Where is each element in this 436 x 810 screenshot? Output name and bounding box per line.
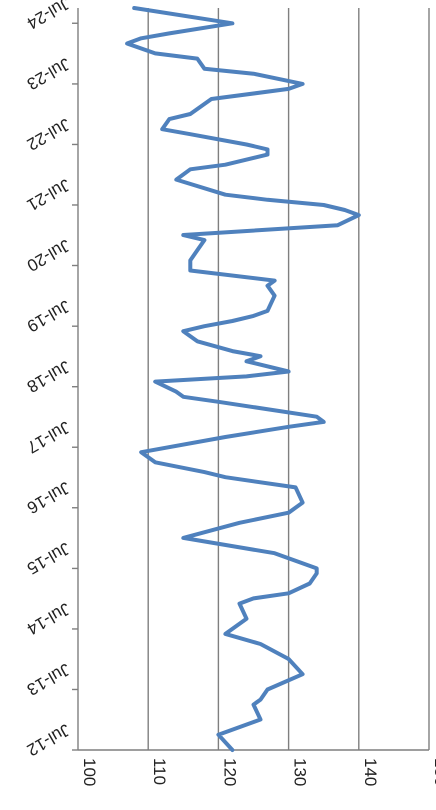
value-tick-label: 110 (150, 758, 169, 785)
series (125, 6, 361, 752)
time-tick-label: Jul-20 (24, 236, 74, 276)
time-tick-label: Jul-14 (24, 599, 74, 639)
value-tick-label: 140 (361, 758, 380, 786)
value-tick-label: 150 (431, 758, 436, 786)
time-tick-label: Jul-17 (24, 417, 74, 457)
series-line-0 (125, 6, 361, 752)
time-tick-label: Jul-16 (24, 478, 74, 518)
gridlines (147, 8, 430, 750)
tick-labels: 100 110 120 130 140 150 Jul-12 Jul-13 Jul-14 Jul-… (24, 0, 436, 786)
time-tick-label: Jul-19 (24, 296, 74, 336)
time-tick-label: Jul-15 (24, 539, 74, 579)
value-tick-label: 120 (220, 758, 239, 786)
time-tick-label: Jul-13 (24, 660, 74, 700)
time-tick-label: Jul-21 (24, 175, 74, 215)
value-tick-label: 130 (291, 758, 310, 786)
time-tick-label: Jul-23 (24, 54, 74, 94)
axes (72, 8, 429, 751)
time-tick-label: Jul-24 (24, 0, 74, 33)
time-tick-label: Jul-18 (24, 357, 74, 397)
time-tick-label: Jul-22 (24, 115, 74, 155)
time-tick-label: Jul-12 (24, 720, 74, 760)
value-tick-label: 100 (80, 758, 99, 786)
